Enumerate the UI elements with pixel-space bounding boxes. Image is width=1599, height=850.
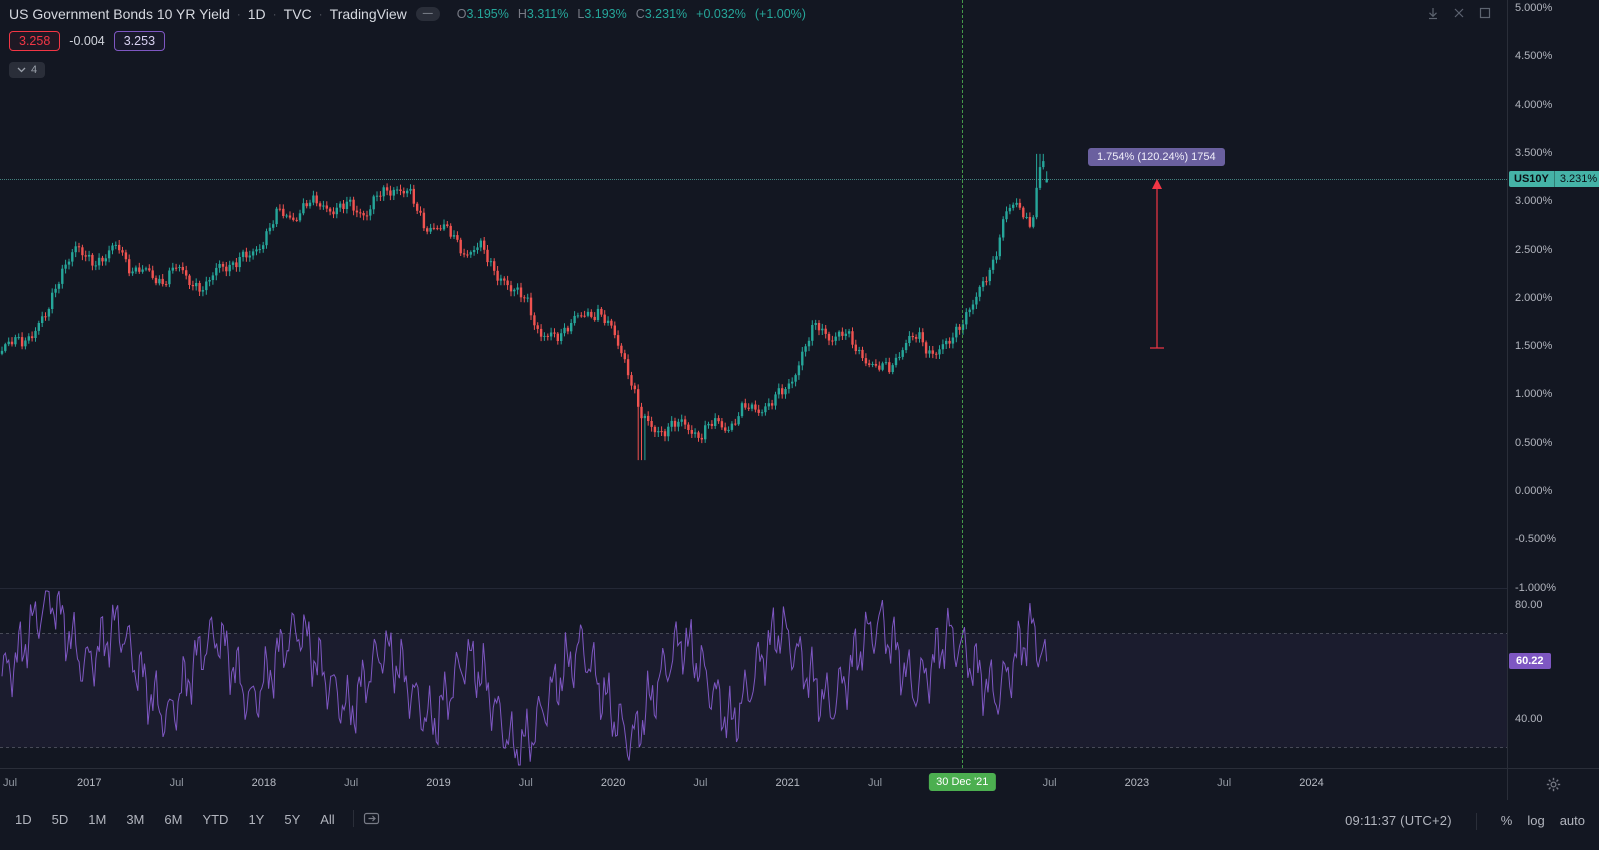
log-scale-toggle[interactable]: log: [1527, 813, 1545, 828]
rsi-axis-label: 40.00: [1515, 713, 1543, 725]
price-axis-label: 1.500%: [1515, 340, 1553, 353]
candle-wicks: [1, 153, 1048, 461]
time-axis-label: Jul: [344, 777, 359, 789]
price-level-purple[interactable]: 3.253: [113, 31, 166, 51]
price-axis-label: 2.000%: [1515, 291, 1553, 304]
range-button-3m[interactable]: 3M: [126, 812, 145, 827]
event-date-tag[interactable]: 30 Dec '21: [929, 773, 996, 791]
last-price-line: [0, 179, 1507, 180]
ohlc-values: O3.195% H3.311% L3.193% C3.231% +0.032% …: [457, 7, 806, 21]
timescale-divider: [0, 768, 1599, 769]
price-range-measure-tool[interactable]: 1.754% (120.24%) 1754: [1088, 147, 1225, 349]
time-axis-label: Jul: [2, 777, 18, 789]
price-axis-label: 2.500%: [1515, 243, 1553, 256]
go-to-date-icon[interactable]: [363, 811, 380, 826]
symbol-price-tag: US10Y 3.231%: [1509, 171, 1599, 187]
change-value: +0.032%: [696, 7, 746, 21]
time-axis-label: 2020: [600, 777, 626, 789]
price-axis-label: -1.000%: [1515, 581, 1556, 594]
rsi-line: [1, 590, 1048, 766]
exchange-label[interactable]: TVC: [283, 6, 312, 22]
range-button-5d[interactable]: 5D: [51, 812, 69, 827]
price-pane-candlestick-chart[interactable]: [0, 0, 1507, 588]
price-axis-label: 1.000%: [1515, 388, 1553, 401]
rsi-pane-chart[interactable]: [0, 588, 1507, 768]
collapsed-indicators-toggle[interactable]: 4: [9, 62, 46, 78]
time-axis-label: Jul: [518, 777, 533, 789]
candle-bodies: [0, 161, 1048, 440]
symbol-title[interactable]: US Government Bonds 10 YR Yield: [9, 6, 230, 22]
time-axis-label: Jul: [867, 777, 883, 789]
move-pane-down-icon[interactable]: [1426, 6, 1440, 20]
measure-label[interactable]: 1.754% (120.24%) 1754: [1088, 148, 1225, 166]
event-date-vline[interactable]: [962, 0, 964, 768]
price-scale[interactable]: 5.000% 4.500% 4.000% 3.500% 3.000% 2.500% 2.00…: [1508, 0, 1599, 768]
separator-dot: ·: [236, 7, 241, 21]
range-selector: 1D 5D 1M 3M 6M YTD 1Y 5Y All: [6, 808, 344, 831]
pricescale-divider: [1507, 0, 1508, 800]
pane-controls: [1426, 6, 1492, 20]
change-percent: (+1.00%): [754, 7, 806, 21]
price-axis-label: 3.000%: [1515, 195, 1553, 208]
high-value: H3.311%: [517, 7, 569, 21]
range-button-1d[interactable]: 1D: [15, 812, 32, 827]
time-axis-label: Jul: [1042, 777, 1057, 789]
gear-icon[interactable]: [1546, 777, 1561, 792]
price-axis-label: 3.500%: [1515, 146, 1553, 159]
price-axis-label: 4.500%: [1515, 50, 1553, 63]
price-level-red[interactable]: 3.258: [9, 31, 61, 51]
rsi-value-tag: 60.22: [1509, 653, 1551, 669]
time-axis-label: 2019: [426, 777, 451, 789]
price-level-diff: -0.004: [69, 34, 105, 48]
auto-scale-toggle[interactable]: auto: [1559, 813, 1585, 828]
separator-dot: ·: [318, 7, 323, 21]
open-value: O3.195%: [456, 7, 509, 21]
session-clock[interactable]: 09:11:37 (UTC+2): [1345, 813, 1452, 828]
price-axis-label: 0.000%: [1515, 485, 1553, 497]
bottom-toolbar: 1D 5D 1M 3M 6M YTD 1Y 5Y All 09:11:37 (UTC+2) % …: [0, 801, 1599, 850]
separator-dot: ·: [272, 7, 277, 21]
toolbar-divider: [1475, 813, 1477, 830]
time-axis-label: 2017: [77, 777, 102, 789]
measure-arrow: [1150, 179, 1164, 349]
price-axis-label: -0.500%: [1515, 533, 1556, 546]
timescale-settings-corner[interactable]: [1508, 769, 1599, 800]
range-button-6m[interactable]: 6M: [164, 812, 183, 827]
toolbar-divider: [352, 810, 354, 827]
chevron-down-icon: [17, 67, 26, 73]
time-axis-label: Jul: [169, 777, 184, 789]
symbol-tag-name: US10Y: [1509, 171, 1554, 187]
low-value: L3.193%: [577, 7, 627, 21]
interval-label[interactable]: 1D: [247, 6, 266, 22]
price-axis-label: 0.500%: [1515, 436, 1553, 449]
brand-label: TradingView: [329, 6, 407, 22]
range-button-ytd[interactable]: YTD: [202, 812, 229, 827]
range-button-5y[interactable]: 5Y: [284, 812, 301, 827]
range-button-1y[interactable]: 1Y: [248, 812, 265, 827]
symbol-tag-value: 3.231%: [1553, 171, 1599, 187]
pane-divider[interactable]: [0, 588, 1507, 589]
time-axis-label: Jul: [693, 777, 708, 789]
time-axis-label: 2018: [251, 777, 277, 789]
price-axis-label: 5.000%: [1515, 2, 1553, 14]
price-axis-label: 4.000%: [1515, 98, 1553, 111]
legend: US Government Bonds 10 YR Yield · 1D · T…: [9, 6, 806, 78]
time-axis-label: 2023: [1124, 777, 1150, 789]
close-value: C3.231%: [635, 7, 688, 21]
range-button-all[interactable]: All: [320, 812, 335, 827]
time-axis-label: 2024: [1299, 777, 1324, 789]
range-button-1m[interactable]: 1M: [88, 812, 107, 827]
collapsed-indicators-count: 4: [31, 64, 38, 76]
rsi-axis-label: 80.00: [1515, 599, 1543, 611]
maximize-pane-icon[interactable]: [1478, 6, 1492, 20]
time-axis-label: Jul: [1217, 777, 1232, 789]
time-axis-label: 2021: [775, 777, 800, 789]
time-scale[interactable]: 30 Dec '21 Jul 2017 Jul 2018 Jul 2019 Jul 2020 J…: [0, 769, 1507, 800]
percent-scale-toggle[interactable]: %: [1500, 813, 1513, 828]
legend-more-button[interactable]: —: [415, 7, 440, 21]
close-pane-icon[interactable]: [1452, 6, 1466, 20]
